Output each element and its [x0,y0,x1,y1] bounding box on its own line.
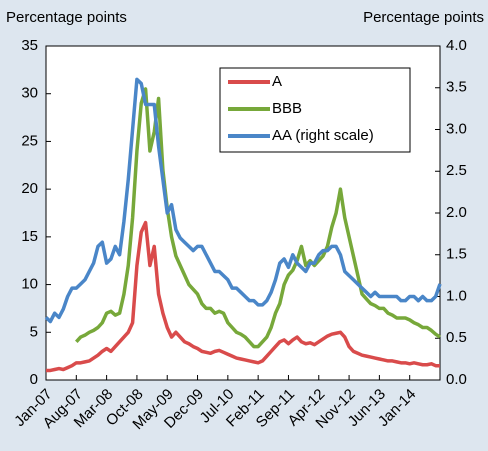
y2-tick-label: 0.0 [446,371,467,388]
y2-tick-label: 2.0 [446,204,467,221]
series-line [44,77,442,324]
y2-tick-label: 1.5 [446,246,467,263]
y2-tick-label: 3.0 [446,120,467,137]
y2-tick-label: 4.0 [446,37,467,54]
y2-tick-label: 2.5 [446,162,467,179]
y-tick-label: 25 [21,132,38,149]
legend-label: BBB [272,100,302,117]
series-line [46,220,440,373]
y2-tick-label: 0.5 [446,329,467,346]
series-line [75,87,441,349]
y2-tick-label: 3.5 [446,79,467,96]
legend-label: A [272,73,282,90]
y2-axis-label: Percentage points [363,9,484,26]
y2-tick-label: 1.0 [446,287,467,304]
y-tick-label: 30 [21,85,38,102]
y-tick-label: 35 [21,37,38,54]
y-tick-label: 15 [21,228,38,245]
legend-label: AA (right scale) [272,127,374,144]
y-axis-label: Percentage points [6,9,127,26]
y-tick-label: 0 [30,371,38,388]
y-tick-label: 5 [30,323,38,340]
y-tick-label: 10 [21,276,38,293]
y-tick-label: 20 [21,180,38,197]
